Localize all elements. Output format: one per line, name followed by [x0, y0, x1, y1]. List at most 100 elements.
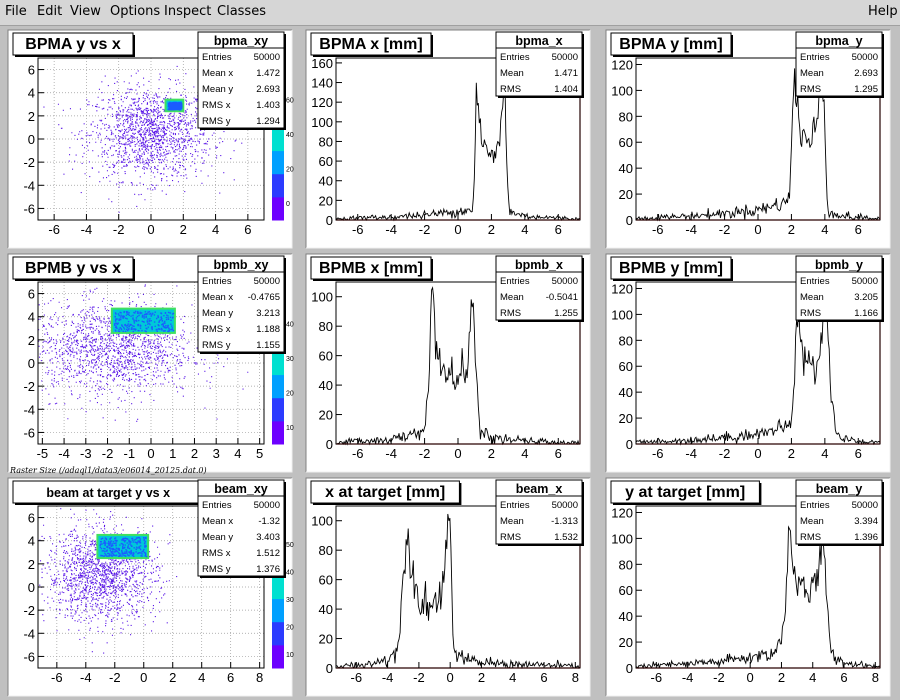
stats-name: bpmb_x	[515, 258, 563, 272]
pad-bevel-light	[8, 478, 293, 697]
stats-key: Entries	[202, 500, 232, 511]
x-tick-label: -2	[113, 222, 125, 237]
x-tick-label: 0	[454, 446, 461, 461]
y-tick-label: 120	[611, 281, 633, 296]
x-tick-label: -5	[37, 446, 49, 461]
y-tick-label: 2	[28, 333, 35, 348]
menu-help[interactable]: Help	[868, 4, 898, 19]
stats-box: bpmb_x Entries 50000 Mean -0.5041 RMS 1.255	[495, 255, 584, 322]
stats-name: beam_x	[516, 482, 563, 496]
y-tick-label: -2	[23, 155, 35, 170]
y-tick-label: 40	[619, 161, 633, 176]
stats-value: 1.404	[554, 84, 578, 95]
stats-box: beam_y Entries 50000 Mean 3.394 RMS 1.396	[795, 479, 884, 546]
menu-classes[interactable]: Classes	[217, 4, 266, 19]
x-tick-label: -6	[651, 670, 663, 685]
x-tick-label: 6	[540, 670, 547, 685]
y-tick-label: 80	[319, 319, 333, 334]
y-tick-label: 20	[619, 635, 633, 650]
palette-segment	[272, 598, 284, 623]
stats-box: beam_x Entries 50000 Mean -1.313 RMS 1.532	[495, 479, 584, 546]
palette-tick-label: 40	[286, 570, 294, 577]
y-tick-label: 20	[319, 193, 333, 208]
stats-key: RMS y	[202, 116, 231, 127]
y-tick-label: -2	[23, 379, 35, 394]
stats-key: Mean	[800, 292, 824, 303]
stats-key: Entries	[800, 276, 830, 287]
y-tick-label: 20	[319, 408, 333, 423]
x-tick-label: 0	[147, 446, 154, 461]
palette-segment	[272, 173, 284, 198]
menu-edit[interactable]: Edit	[37, 4, 63, 19]
stats-name: beam_xy	[214, 482, 268, 496]
stats-key: Mean	[500, 68, 524, 79]
menu-file[interactable]: File	[5, 4, 27, 19]
y-tick-label: 100	[611, 83, 633, 98]
palette-tick-label: 30	[286, 597, 294, 604]
x-tick-label: 1	[169, 446, 176, 461]
stats-value: -1.32	[258, 516, 280, 527]
raster-size-label: Raster Size (/adaql1/data3/e06014_20125.…	[10, 466, 207, 475]
pad-bevel-light	[606, 30, 891, 249]
x-tick-label: 2	[778, 670, 785, 685]
menu-view[interactable]: View	[70, 4, 101, 19]
raster-spot	[110, 307, 176, 334]
y-tick-label: 4	[28, 310, 35, 325]
menu-inspect[interactable]: Inspect	[164, 4, 212, 19]
y-tick-label: 80	[319, 134, 333, 149]
y-tick-label: 140	[311, 76, 333, 91]
stats-key: Mean y	[202, 84, 233, 95]
x-tick-label: -6	[351, 670, 363, 685]
stats-value: 3.403	[256, 532, 280, 543]
menu-options[interactable]: Options	[110, 4, 161, 19]
scatter-points	[39, 508, 201, 654]
title-box: BPMA y [mm]	[610, 32, 733, 57]
y-tick-label: 0	[28, 132, 35, 147]
x-tick-label: -6	[652, 222, 664, 237]
palette-segment	[272, 374, 284, 399]
x-tick-label: 2	[488, 446, 495, 461]
stats-value: 50000	[254, 276, 280, 287]
palette-segment	[272, 644, 284, 669]
stats-value: 1.255	[554, 308, 578, 319]
stats-value: 1.166	[854, 308, 878, 319]
menu-bar: File Edit View Options Inspect Classes H…	[0, 0, 900, 26]
stats-frame	[495, 31, 583, 97]
x-tick-label: 0	[140, 670, 147, 685]
x-tick-label: 3	[213, 446, 220, 461]
title-frame	[610, 480, 760, 504]
palette-tick-label: 50	[286, 542, 294, 549]
y-tick-label: 0	[626, 213, 633, 228]
x-tick-label: 4	[521, 446, 528, 461]
y-tick-label: 20	[319, 632, 333, 647]
y-tick-label: 100	[311, 290, 333, 305]
y-tick-label: 40	[319, 602, 333, 617]
stats-box: bpma_xy Entries 50000 Mean x 1.472 Mean y 2.69…	[197, 31, 286, 130]
histogram-line	[635, 68, 881, 222]
x-tick-label: 6	[244, 222, 251, 237]
y-tick-label: 6	[28, 511, 35, 526]
stats-key: RMS y	[202, 340, 231, 351]
pad-bevel-light	[8, 30, 293, 249]
y-tick-label: -4	[23, 626, 35, 641]
stats-key: RMS	[800, 308, 821, 319]
x-tick-label: 6	[227, 670, 234, 685]
y-tick-label: 120	[311, 95, 333, 110]
pad-bevel-dark	[605, 253, 890, 472]
stats-key: Entries	[500, 52, 530, 63]
y-tick-label: 120	[611, 57, 633, 72]
stats-frame	[495, 479, 583, 545]
x-tick-label: -6	[652, 446, 664, 461]
x-tick-label: -2	[109, 670, 121, 685]
stats-key: RMS	[500, 84, 521, 95]
x-tick-label: -4	[58, 446, 70, 461]
x-tick-label: -2	[719, 446, 731, 461]
title-box: x at target [mm]	[310, 480, 462, 505]
stats-value: 1.155	[256, 340, 280, 351]
stats-value: 50000	[254, 52, 280, 63]
x-tick-label: 2	[478, 670, 485, 685]
pad-bevel-dark	[7, 253, 292, 472]
chart-title: x at target [mm]	[325, 484, 445, 501]
